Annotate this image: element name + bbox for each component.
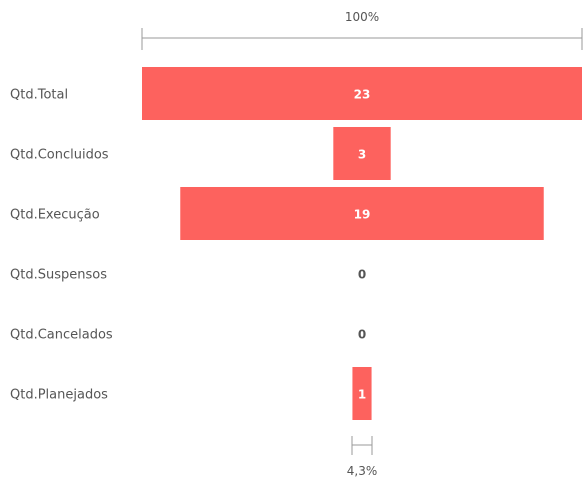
category-label-qtd-concluidos: Qtd.Concluidos	[10, 148, 109, 163]
funnel-bar-qtd-total[interactable]	[142, 67, 582, 120]
data-label-qtd-planejados: 1	[358, 388, 366, 402]
bottom-percent-label: 4,3%	[347, 464, 378, 478]
category-label-qtd-suspensos: Qtd.Suspensos	[10, 268, 107, 283]
funnel-bar-qtd-execu-o[interactable]	[180, 187, 544, 240]
data-label-qtd-suspensos: 0	[358, 268, 366, 282]
funnel-bar-qtd-planejados[interactable]	[352, 367, 372, 420]
data-label-qtd-total: 23	[354, 88, 371, 102]
funnel-bar-qtd-concluidos[interactable]	[333, 127, 391, 180]
top-percent-label: 100%	[345, 10, 379, 24]
top-scale-bracket	[141, 28, 583, 50]
category-label-qtd-cancelados: Qtd.Cancelados	[10, 328, 113, 343]
data-label-qtd-cancelados: 0	[358, 328, 366, 342]
category-label-qtd-planejados: Qtd.Planejados	[10, 388, 108, 403]
category-label-qtd-total: Qtd.Total	[10, 88, 68, 103]
data-label-qtd-execu-o: 19	[354, 208, 371, 222]
bottom-scale-bracket	[351, 436, 373, 455]
data-label-qtd-concluidos: 3	[358, 148, 366, 162]
category-label-qtd-execu-o: Qtd.Execução	[10, 208, 100, 223]
